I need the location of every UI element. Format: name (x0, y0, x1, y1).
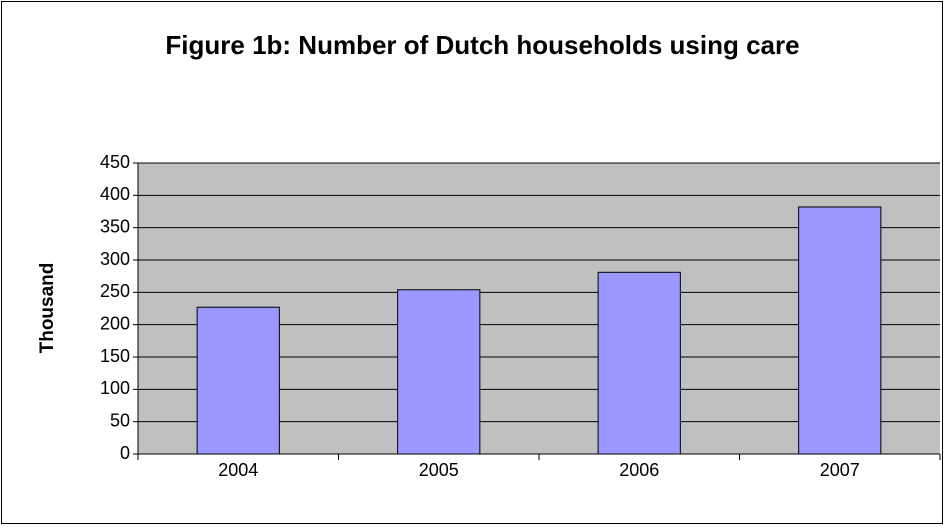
bar (397, 289, 481, 455)
bar (597, 271, 681, 455)
y-tick-label: 100 (100, 378, 130, 398)
x-tick-label: 2005 (419, 460, 459, 480)
y-tick-label: 50 (110, 410, 130, 430)
y-tick-label: 250 (100, 281, 130, 301)
y-tick-label: 150 (100, 346, 130, 366)
bar (798, 206, 882, 455)
y-axis-label: Thousand (37, 263, 58, 354)
y-tick-label: 300 (100, 249, 130, 269)
y-tick-label: 450 (100, 152, 130, 172)
chart-title: Figure 1b: Number of Dutch households us… (165, 30, 800, 60)
x-tick-label: 2006 (619, 460, 659, 480)
y-tick-label: 200 (100, 313, 130, 333)
x-tick-label: 2007 (820, 460, 860, 480)
y-tick-label: 350 (100, 216, 130, 236)
y-tick-label: 0 (120, 443, 130, 463)
y-tick-label: 400 (100, 184, 130, 204)
x-tick-label: 2004 (218, 460, 258, 480)
bar (196, 306, 280, 455)
